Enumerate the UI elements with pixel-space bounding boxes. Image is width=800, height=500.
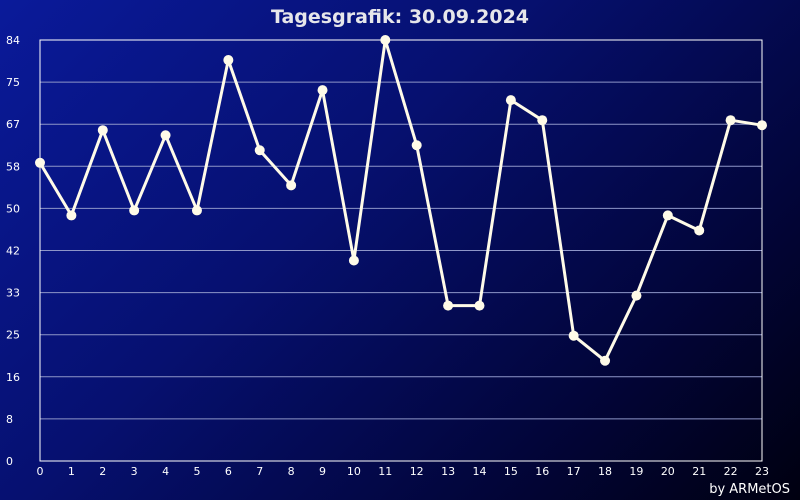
data-point bbox=[129, 205, 140, 216]
y-tick-label: 67 bbox=[6, 118, 20, 131]
x-tick-label: 19 bbox=[629, 465, 643, 478]
y-tick-label: 25 bbox=[6, 329, 20, 342]
series-markers bbox=[35, 35, 767, 366]
x-tick-label: 8 bbox=[288, 465, 295, 478]
data-point bbox=[694, 225, 705, 236]
x-axis-ticks: 0 1 2 3 4 5 6 7 8 9 10 11 12 13 14 15 16 17 18 19 20 21 22 23 bbox=[37, 465, 770, 478]
grid-lines bbox=[40, 81, 762, 420]
y-axis-ticks: 0 8 16 25 33 42 50 58 67 75 84 bbox=[6, 34, 20, 468]
data-point bbox=[662, 210, 673, 221]
y-tick-label: 75 bbox=[6, 76, 20, 89]
data-point bbox=[757, 120, 767, 131]
data-point bbox=[725, 115, 736, 126]
credit-label: by ARMetOS bbox=[709, 482, 790, 497]
x-tick-label: 15 bbox=[504, 465, 518, 478]
x-tick-label: 7 bbox=[256, 465, 263, 478]
y-tick-label: 8 bbox=[6, 413, 13, 426]
data-point bbox=[66, 210, 77, 221]
data-point bbox=[505, 95, 516, 106]
data-point bbox=[191, 205, 202, 216]
x-tick-label: 20 bbox=[661, 465, 675, 478]
data-point bbox=[317, 85, 328, 96]
x-tick-label: 22 bbox=[724, 465, 738, 478]
x-tick-label: 18 bbox=[598, 465, 612, 478]
y-tick-label: 42 bbox=[6, 245, 20, 258]
x-tick-label: 6 bbox=[225, 465, 232, 478]
data-point bbox=[286, 180, 297, 191]
y-tick-label: 50 bbox=[6, 202, 20, 215]
data-point bbox=[254, 145, 265, 156]
x-tick-label: 11 bbox=[378, 465, 392, 478]
y-tick-label: 0 bbox=[6, 455, 13, 468]
data-point bbox=[568, 330, 579, 341]
data-point bbox=[631, 290, 642, 301]
x-tick-label: 23 bbox=[755, 465, 769, 478]
plot-frame bbox=[39, 39, 763, 462]
data-point bbox=[348, 255, 359, 266]
y-tick-label: 58 bbox=[6, 160, 20, 173]
data-point bbox=[537, 115, 548, 126]
series-line bbox=[38, 38, 764, 363]
x-tick-label: 9 bbox=[319, 465, 326, 478]
y-tick-label: 16 bbox=[6, 371, 20, 384]
y-tick-label: 84 bbox=[6, 34, 20, 47]
x-tick-label: 0 bbox=[37, 465, 44, 478]
data-point bbox=[411, 140, 422, 151]
data-point bbox=[160, 130, 171, 141]
y-tick-label: 33 bbox=[6, 287, 20, 300]
data-point bbox=[380, 35, 391, 45]
x-tick-label: 1 bbox=[68, 465, 75, 478]
data-point bbox=[443, 300, 454, 311]
x-tick-label: 5 bbox=[193, 465, 200, 478]
data-point bbox=[35, 157, 45, 168]
chart-title: Tagesgrafik: 30.09.2024 bbox=[271, 6, 529, 28]
x-tick-label: 16 bbox=[535, 465, 549, 478]
x-tick-label: 12 bbox=[410, 465, 424, 478]
data-point bbox=[97, 125, 108, 136]
x-tick-label: 3 bbox=[131, 465, 138, 478]
x-tick-label: 21 bbox=[692, 465, 706, 478]
x-tick-label: 10 bbox=[347, 465, 361, 478]
x-tick-label: 14 bbox=[472, 465, 486, 478]
x-tick-label: 13 bbox=[441, 465, 455, 478]
x-tick-label: 4 bbox=[162, 465, 169, 478]
data-point bbox=[474, 300, 485, 311]
x-tick-label: 2 bbox=[99, 465, 106, 478]
data-point bbox=[600, 355, 611, 366]
data-point bbox=[223, 55, 234, 66]
x-tick-label: 17 bbox=[567, 465, 581, 478]
